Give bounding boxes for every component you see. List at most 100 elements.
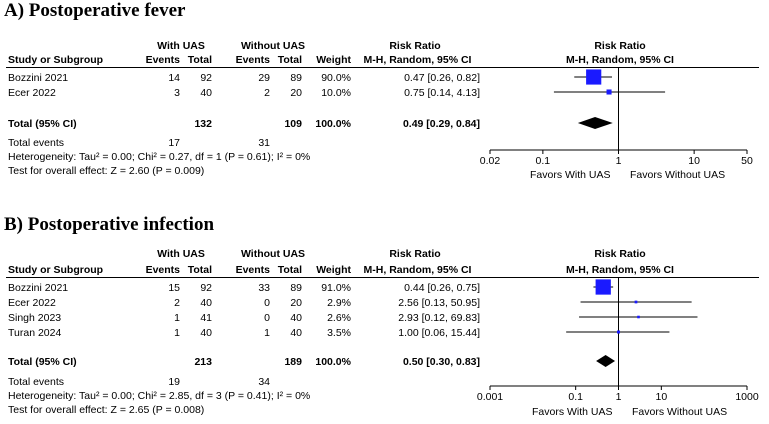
total1-sum: 132: [194, 118, 212, 130]
x-tick-label: 10: [688, 155, 700, 167]
events1-header: Events: [145, 54, 180, 66]
ci-text: 0.75 [0.14, 4.13]: [404, 87, 480, 99]
study-weight-square: [606, 89, 612, 95]
study-weight-square: [617, 330, 620, 334]
weight: 2.9%: [327, 297, 351, 309]
total-events1: 17: [168, 137, 180, 149]
total1: 92: [200, 72, 212, 84]
total2: 40: [290, 327, 302, 339]
weight: 91.0%: [321, 282, 351, 294]
study-name: Bozzini 2021: [8, 72, 69, 84]
x-tick-label: 0.1: [536, 155, 551, 167]
study-weight-square: [634, 300, 638, 304]
study-weight-square: [586, 69, 602, 85]
x-tick-label: 1: [616, 155, 622, 167]
plot-method-header: M-H, Random, 95% CI: [566, 54, 674, 66]
weight: 10.0%: [321, 87, 351, 99]
study-name: Ecer 2022: [8, 297, 56, 309]
study-name: Turan 2024: [8, 327, 62, 339]
forest-plot: 0.001 0.1 1 10 1000: [477, 277, 759, 403]
events2: 0: [264, 312, 270, 324]
events1: 1: [174, 327, 180, 339]
favors-right-label: Favors Without UAS: [632, 406, 728, 418]
total2-header: Total: [277, 264, 302, 276]
total-label: Total (95% CI): [8, 118, 77, 130]
total1: 40: [200, 327, 212, 339]
group1-header: With UAS: [157, 40, 205, 52]
weight: 3.5%: [327, 327, 351, 339]
study-name: Ecer 2022: [8, 87, 56, 99]
header-rule: [6, 67, 759, 68]
total2: 89: [290, 282, 302, 294]
total1: 40: [200, 297, 212, 309]
total1-header: Total: [187, 264, 212, 276]
pooled-diamond: [577, 117, 613, 129]
total2: 40: [290, 312, 302, 324]
panel-title: B) Postoperative infection: [4, 214, 215, 235]
events1-header: Events: [145, 264, 180, 276]
total-events1: 19: [168, 376, 180, 388]
weight: 2.6%: [327, 312, 351, 324]
study-header: Study or Subgroup: [8, 54, 104, 66]
total-weight: 100.0%: [315, 356, 351, 368]
weight: 90.0%: [321, 72, 351, 84]
events1: 3: [174, 87, 180, 99]
total-events2: 31: [258, 137, 270, 149]
total-events2: 34: [258, 376, 270, 388]
group1-header: With UAS: [157, 248, 205, 260]
header-rule: [6, 277, 759, 278]
total2: 20: [290, 87, 302, 99]
study-weight-square: [595, 279, 611, 295]
pooled-diamond: [596, 355, 616, 367]
events2: 2: [264, 87, 270, 99]
x-tick-label: 0.001: [477, 391, 503, 403]
total1: 40: [200, 87, 212, 99]
events2-header: Events: [235, 54, 270, 66]
group2-header: Without UAS: [240, 248, 306, 260]
forest-plot: 0.02 0.1 1 10 50: [480, 67, 753, 167]
events1: 2: [174, 297, 180, 309]
total-events-label: Total events: [8, 137, 65, 149]
total1-sum: 213: [194, 356, 212, 368]
total1: 92: [200, 282, 212, 294]
total-label: Total (95% CI): [8, 356, 77, 368]
total2-sum: 189: [284, 356, 302, 368]
x-tick-label: 1: [616, 391, 622, 403]
rr-header: Risk Ratio: [389, 40, 441, 52]
total2: 89: [290, 72, 302, 84]
x-tick-label: 1000: [735, 391, 759, 403]
events1: 14: [168, 72, 180, 84]
study-name: Bozzini 2021: [8, 282, 69, 294]
total1: 41: [200, 312, 212, 324]
plot-rr-header: Risk Ratio: [594, 40, 646, 52]
study-header: Study or Subgroup: [8, 264, 104, 276]
x-tick-label: 50: [741, 155, 753, 167]
total-weight: 100.0%: [315, 118, 351, 130]
events2: 0: [264, 297, 270, 309]
forest-panel-fever: A) Postoperative fever With UAS Without …: [4, 0, 759, 181]
x-tick-label: 0.02: [480, 155, 501, 167]
events2: 29: [258, 72, 270, 84]
overall-effect-text: Test for overall effect: Z = 2.60 (P = 0…: [8, 165, 205, 177]
events2: 1: [264, 327, 270, 339]
events2: 33: [258, 282, 270, 294]
panel-title: A) Postoperative fever: [4, 0, 186, 21]
group2-header: Without UAS: [240, 40, 306, 52]
heterogeneity-text: Heterogeneity: Tau² = 0.00; Chi² = 2.85,…: [8, 390, 311, 402]
rr-method-header: M-H, Random, 95% CI: [363, 54, 472, 66]
ci-text: 0.44 [0.26, 0.75]: [404, 282, 480, 294]
favors-left-label: Favors With UAS: [530, 169, 611, 181]
plot-rr-header: Risk Ratio: [594, 248, 646, 260]
events1: 1: [174, 312, 180, 324]
total1-header: Total: [187, 54, 212, 66]
total-ci-text: 0.49 [0.29, 0.84]: [402, 118, 480, 130]
rr-method-header: M-H, Random, 95% CI: [363, 264, 472, 276]
ci-text: 2.56 [0.13, 50.95]: [398, 297, 480, 309]
total-ci-text: 0.50 [0.30, 0.83]: [402, 356, 480, 368]
total2-header: Total: [277, 54, 302, 66]
ci-text: 0.47 [0.26, 0.82]: [404, 72, 480, 84]
study-name: Singh 2023: [8, 312, 62, 324]
favors-right-label: Favors Without UAS: [630, 169, 726, 181]
weight-header: Weight: [316, 264, 351, 276]
heterogeneity-text: Heterogeneity: Tau² = 0.00; Chi² = 0.27,…: [8, 151, 311, 163]
